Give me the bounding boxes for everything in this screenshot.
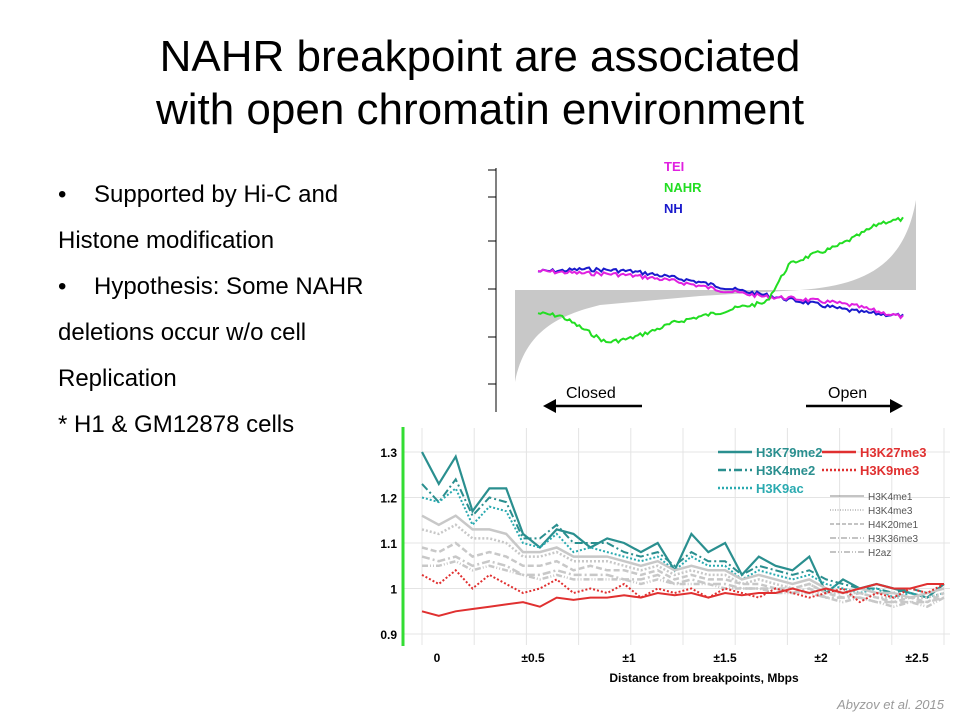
x-tick-label: ±2: [814, 651, 828, 665]
bullet-marker: •: [58, 181, 67, 208]
histone-modification-chart: 0.9 1 1.1 1.2 1.3 0 ±0.5 ±1 ±1.5 ±2 ±2.5 Distance…: [368, 418, 952, 708]
bullet-item: * H1 & GM12878 cells: [58, 402, 363, 448]
series-line-h3k36me3: [421, 555, 945, 604]
bullet-text: deletions occur w/o cell: [58, 319, 307, 346]
x-tick-label: ±1: [622, 651, 636, 665]
bottom-chart-series: [421, 451, 945, 617]
x-tick-label: ±2.5: [905, 651, 929, 665]
highlight-legend: H3K79me2 H3K4me2 H3K9ac H3K27me3 H3K9me3: [718, 445, 927, 496]
legend-h4k20me1: H4K20me1: [868, 520, 918, 531]
chromatin-profile-chart: TEI NAHR NH Closed Open: [488, 159, 916, 413]
top-chart-series: [537, 216, 904, 345]
legend-h3k9ac: H3K9ac: [756, 481, 804, 496]
bullet-item: Replication: [58, 356, 363, 402]
legend-tei: TEI: [664, 159, 684, 174]
open-arrow-icon: [890, 399, 903, 413]
series-line-h3k4me2: [421, 477, 945, 595]
y-tick-label: 0.9: [380, 628, 397, 642]
legend-h3k27me3: H3K27me3: [860, 445, 927, 460]
x-axis-title: Distance from breakpoints, Mbps: [609, 671, 799, 685]
series-line-h4k20me1: [421, 541, 945, 604]
top-chart-ticks: [488, 169, 496, 385]
slide-title: NAHR breakpoint are associated with open…: [0, 30, 960, 136]
other-marks-legend: H3K4me1 H3K4me3 H4K20me1 H3K36me3 H2az: [830, 492, 918, 559]
y-tick-label: 1: [390, 583, 397, 597]
y-tick-label: 1.2: [380, 492, 397, 506]
legend-h2az: H2az: [868, 548, 891, 559]
bullet-item: • Hypothesis: Some NAHR: [58, 264, 363, 310]
series-line-h2az: [422, 559, 945, 609]
bullet-text: Histone modification: [58, 227, 275, 254]
legend-h3k79me2: H3K79me2: [756, 445, 823, 460]
citation: Abyzov et al. 2015: [837, 697, 944, 712]
y-tick-labels: 0.9 1 1.1 1.2 1.3: [380, 446, 397, 642]
x-tick-label: ±1.5: [713, 651, 737, 665]
legend-h3k4me3: H3K4me3: [868, 506, 913, 517]
slide-title-line: NAHR breakpoint are associated: [159, 32, 801, 81]
series-line-h3k9me3: [421, 568, 945, 604]
bullet-item: deletions occur w/o cell: [58, 310, 363, 356]
bullet-text: Hypothesis: Some NAHR: [94, 273, 364, 300]
series-line-nahr: [537, 216, 904, 345]
x-tick-label: ±0.5: [521, 651, 545, 665]
bullet-item: Histone modification: [58, 218, 363, 264]
bullet-item: • Supported by Hi-C and: [58, 172, 363, 218]
series-line-nh: [537, 266, 904, 319]
legend-nh: NH: [664, 201, 683, 216]
legend-h3k4me1: H3K4me1: [868, 492, 913, 503]
bullet-text: * H1 & GM12878 cells: [58, 411, 295, 438]
legend-h3k4me2: H3K4me2: [756, 463, 815, 478]
series-line-h3k27me3: [421, 582, 944, 617]
legend-h3k9me3: H3K9me3: [860, 463, 919, 478]
closed-label: Closed: [566, 385, 616, 402]
y-tick-label: 1.1: [380, 537, 397, 551]
open-label: Open: [828, 385, 867, 402]
x-tick-label: 0: [434, 651, 441, 665]
legend-h3k36me3: H3K36me3: [868, 534, 918, 545]
y-tick-label: 1.3: [380, 446, 397, 460]
series-line-h3k4me3: [421, 523, 945, 599]
series-line-h3k9ac: [421, 486, 945, 599]
bullet-text: Supported by Hi-C and: [94, 181, 339, 208]
closed-arrow-icon: [543, 399, 556, 413]
legend-nahr: NAHR: [664, 180, 702, 195]
bullet-marker: •: [58, 273, 67, 300]
bullet-list: • Supported by Hi-C and Histone modificat…: [58, 172, 363, 448]
bullet-text: Replication: [58, 365, 177, 392]
slide-title-line: with open chromatin environment: [155, 85, 805, 134]
series-line-tei: [537, 268, 904, 320]
x-tick-labels: 0 ±0.5 ±1 ±1.5 ±2 ±2.5: [434, 651, 929, 665]
